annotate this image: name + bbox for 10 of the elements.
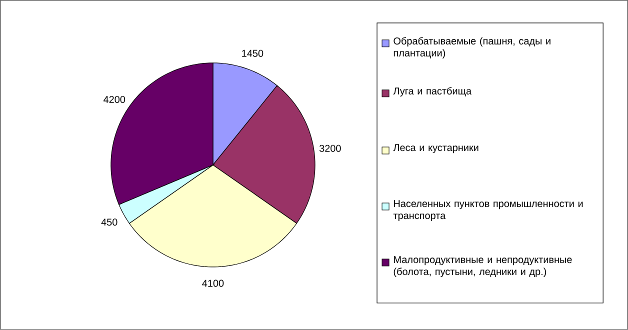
legend-label: Малопродуктивные и непродуктивные (болота, пустыни, ледники и др.) <box>394 256 572 278</box>
legend-label: Населенных пунктов промышленности и транспорта <box>393 200 583 222</box>
legend-label: Обрабатываемые (пашня, сады и плантации) <box>394 37 550 58</box>
data-label: 3200 <box>319 144 341 152</box>
data-label: 4100 <box>202 280 224 287</box>
legend-label: Леса и кустарники <box>393 144 478 154</box>
data-label: 450 <box>101 218 118 226</box>
data-label: 1450 <box>242 50 264 57</box>
legend-label: Луга и пастбища <box>393 87 472 97</box>
data-label: 4200 <box>104 96 126 104</box>
